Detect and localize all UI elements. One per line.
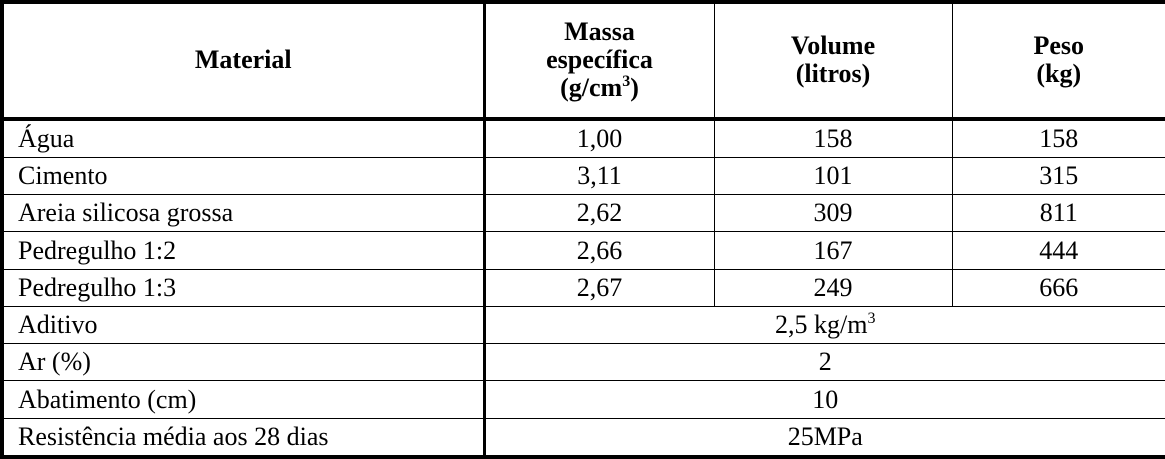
table-row: Pedregulho 1:3 2,67 249 666 [1, 268, 1165, 307]
table-row: Aditivo 2,5 kg/m3 [1, 305, 1165, 345]
table-cell: 309 [713, 194, 953, 233]
header-cell: Peso (kg) [951, 1, 1165, 121]
table-cell: Resistência média aos 28 dias [1, 417, 486, 458]
table-row: Abatimento (cm) 10 [1, 380, 1165, 419]
table-cell: 2,5 kg/m3 [483, 305, 1165, 345]
table-cell: 167 [713, 231, 953, 270]
table-cell: 315 [951, 157, 1165, 196]
table-cell: Aditivo [1, 305, 486, 345]
header-text: Volume (litros) [790, 31, 876, 89]
header-cell: Massa específica (g/cm3) [483, 1, 715, 121]
header-text: ) [630, 73, 639, 103]
table-row: Cimento 3,11 101 315 [1, 157, 1165, 196]
table-cell: 2,67 [483, 268, 715, 307]
table-cell: Pedregulho 1:3 [1, 268, 486, 307]
table-cell: Areia silicosa grossa [1, 194, 486, 233]
table-cell: 10 [483, 380, 1165, 419]
table-cell: 249 [713, 268, 953, 307]
table-cell: 158 [713, 118, 953, 159]
table-cell: Cimento [1, 157, 486, 196]
header-text: Massa específica (g/cm [546, 17, 653, 103]
header-row: Material Massa específica (g/cm3) Volume… [1, 1, 1165, 121]
header-text: Massa específica (g/cm3) [530, 18, 670, 102]
table-cell: 25MPa [483, 417, 1165, 458]
cell-text: 2,5 kg/m [775, 310, 868, 340]
table-cell: Pedregulho 1:2 [1, 231, 486, 270]
table-cell: 2,66 [483, 231, 715, 270]
table-cell: 158 [951, 118, 1165, 159]
table-cell: 811 [951, 194, 1165, 233]
table-cell: Ar (%) [1, 343, 486, 382]
table-row: Areia silicosa grossa 2,62 309 811 [1, 194, 1165, 233]
table-row: Pedregulho 1:2 2,66 167 444 [1, 231, 1165, 270]
header-text: Material [194, 45, 292, 75]
header-cell: Material [1, 1, 486, 121]
table-cell: 101 [713, 157, 953, 196]
table-cell: 2,62 [483, 194, 715, 233]
table-cell: 666 [951, 268, 1165, 307]
header-cell: Volume (litros) [713, 1, 953, 121]
table-row: Resistência média aos 28 dias 25MPa [1, 417, 1165, 458]
table-cell: Abatimento (cm) [1, 380, 486, 419]
table-cell: 2 [483, 343, 1165, 382]
table-cell: 1,00 [483, 118, 715, 159]
header-text: Peso (kg) [1033, 31, 1085, 89]
superscript: 3 [867, 310, 876, 328]
table-row: Ar (%) 2 [1, 343, 1165, 382]
superscript: 3 [622, 73, 631, 91]
table-cell: Água [1, 118, 486, 159]
table-cell: 3,11 [483, 157, 715, 196]
table-body: Água 1,00 158 158 Cimento 3,11 101 315 Areia sil… [1, 118, 1165, 458]
table-cell: 444 [951, 231, 1165, 270]
table-row: Água 1,00 158 158 [1, 118, 1165, 159]
